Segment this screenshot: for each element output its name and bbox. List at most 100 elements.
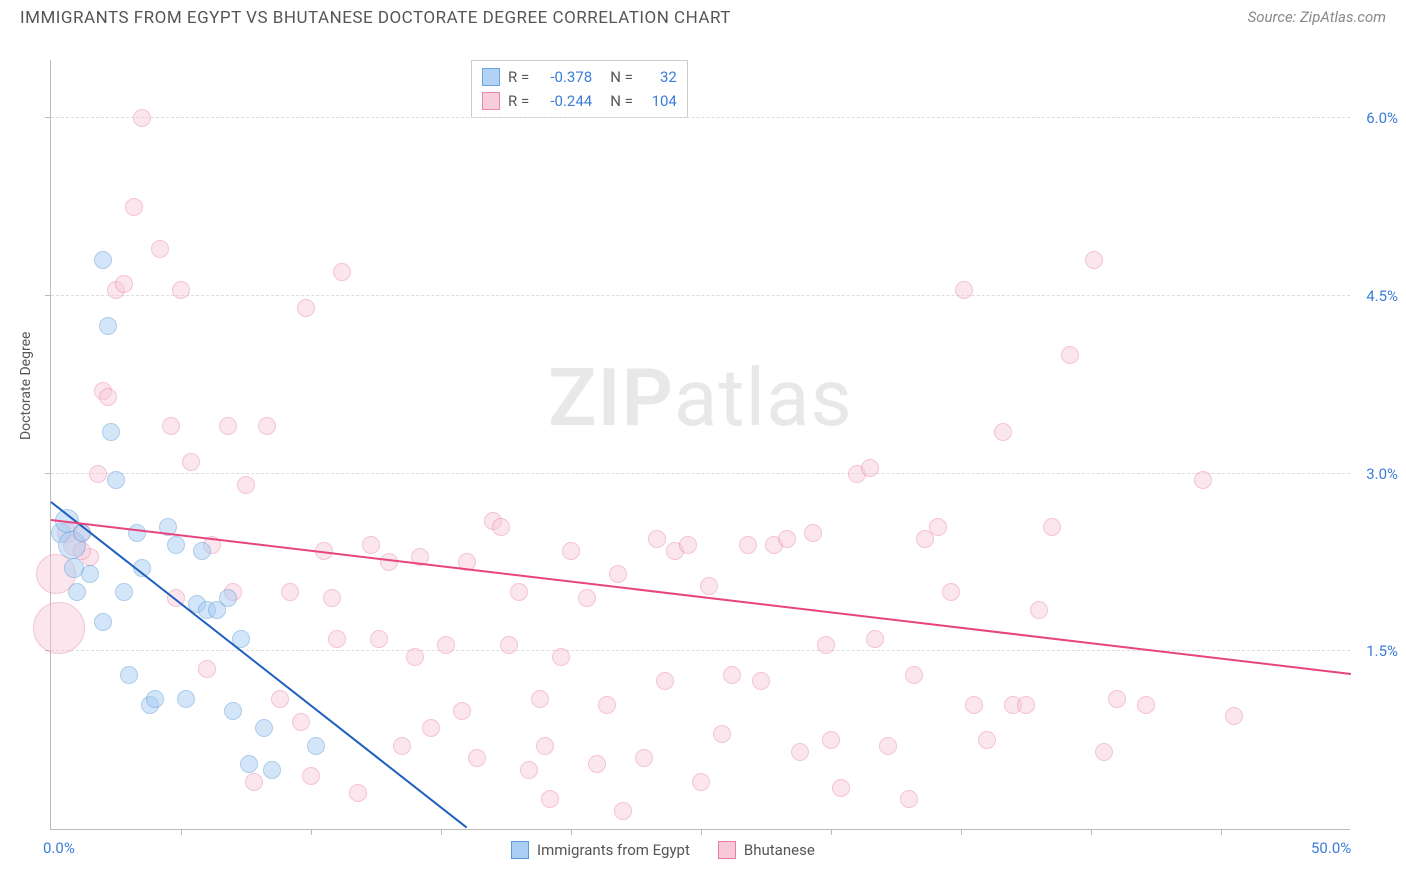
- scatter-point-bhutanese: [536, 737, 554, 755]
- scatter-point-bhutanese: [955, 281, 973, 299]
- legend-item-bhutanese: Bhutanese: [718, 841, 815, 859]
- scatter-point-bhutanese: [245, 773, 263, 791]
- scatter-point-egypt: [240, 755, 258, 773]
- scatter-point-bhutanese: [656, 672, 674, 690]
- chart-title: IMMIGRANTS FROM EGYPT VS BHUTANESE DOCTO…: [20, 8, 731, 28]
- scatter-point-bhutanese: [866, 630, 884, 648]
- scatter-point-egypt: [81, 565, 99, 583]
- scatter-point-egypt: [193, 542, 211, 560]
- scatter-point-bhutanese: [89, 465, 107, 483]
- scatter-point-bhutanese: [1194, 471, 1212, 489]
- scatter-point-bhutanese: [1030, 601, 1048, 619]
- scatter-plot-area: ZIPatlas R =-0.378N =32R =-0.244N =104 I…: [50, 60, 1350, 830]
- watermark: ZIPatlas: [548, 351, 853, 445]
- y-tick: [45, 473, 51, 474]
- scatter-point-bhutanese: [552, 648, 570, 666]
- x-tick: [571, 829, 572, 835]
- x-tick: [311, 829, 312, 835]
- scatter-point-bhutanese: [437, 636, 455, 654]
- scatter-point-bhutanese: [978, 731, 996, 749]
- scatter-point-egypt: [224, 702, 242, 720]
- scatter-point-egypt: [219, 589, 237, 607]
- scatter-point-bhutanese: [1137, 696, 1155, 714]
- scatter-point-bhutanese: [500, 636, 518, 654]
- legend-stats-row-egypt: R =-0.378N =32: [482, 65, 677, 89]
- legend-r-label: R =: [508, 68, 529, 86]
- scatter-point-bhutanese: [492, 518, 510, 536]
- x-tick: [831, 829, 832, 835]
- scatter-point-bhutanese: [817, 636, 835, 654]
- scatter-point-bhutanese: [182, 453, 200, 471]
- scatter-point-bhutanese: [468, 749, 486, 767]
- scatter-point-bhutanese: [370, 630, 388, 648]
- scatter-point-egypt: [102, 423, 120, 441]
- gridline: [51, 295, 1350, 296]
- scatter-point-bhutanese: [33, 602, 85, 654]
- scatter-point-bhutanese: [791, 743, 809, 761]
- scatter-point-egypt: [177, 690, 195, 708]
- scatter-point-egypt: [115, 583, 133, 601]
- scatter-point-bhutanese: [333, 263, 351, 281]
- y-tick-label: 4.5%: [1366, 287, 1398, 305]
- legend-r-value: -0.244: [537, 92, 592, 110]
- scatter-point-bhutanese: [271, 690, 289, 708]
- scatter-point-bhutanese: [198, 660, 216, 678]
- scatter-point-bhutanese: [700, 577, 718, 595]
- x-tick: [181, 829, 182, 835]
- scatter-point-bhutanese: [380, 553, 398, 571]
- scatter-point-bhutanese: [942, 583, 960, 601]
- y-tick-label: 3.0%: [1366, 465, 1398, 483]
- legend-n-label: N =: [610, 68, 633, 86]
- scatter-point-bhutanese: [323, 589, 341, 607]
- scatter-point-bhutanese: [614, 802, 632, 820]
- scatter-point-bhutanese: [905, 666, 923, 684]
- scatter-point-bhutanese: [752, 672, 770, 690]
- series-legend: Immigrants from Egypt Bhutanese: [511, 841, 815, 859]
- y-tick: [45, 117, 51, 118]
- scatter-point-egypt: [146, 690, 164, 708]
- legend-n-value: 32: [641, 68, 677, 86]
- legend-item-egypt: Immigrants from Egypt: [511, 841, 690, 859]
- gridline: [51, 117, 1350, 118]
- scatter-point-bhutanese: [804, 524, 822, 542]
- scatter-point-bhutanese: [1043, 518, 1061, 536]
- scatter-point-bhutanese: [861, 459, 879, 477]
- scatter-point-bhutanese: [297, 299, 315, 317]
- scatter-point-bhutanese: [692, 773, 710, 791]
- scatter-point-egypt: [255, 719, 273, 737]
- y-axis-label: Doctorate Degree: [18, 332, 34, 440]
- x-tick-label: 50.0%: [1311, 839, 1351, 857]
- scatter-point-bhutanese: [679, 536, 697, 554]
- legend-label-egypt: Immigrants from Egypt: [537, 841, 690, 859]
- scatter-point-bhutanese: [541, 790, 559, 808]
- scatter-point-bhutanese: [292, 713, 310, 731]
- x-tick-label: 0.0%: [43, 839, 75, 857]
- legend-stats-row-bhutanese: R =-0.244N =104: [482, 89, 677, 113]
- scatter-point-bhutanese: [393, 737, 411, 755]
- scatter-point-bhutanese: [1225, 707, 1243, 725]
- x-tick: [1091, 829, 1092, 835]
- source-attribution: Source: ZipAtlas.com: [1248, 8, 1386, 26]
- scatter-point-bhutanese: [635, 749, 653, 767]
- scatter-point-bhutanese: [723, 666, 741, 684]
- scatter-point-egypt: [107, 471, 125, 489]
- scatter-point-bhutanese: [822, 731, 840, 749]
- scatter-point-bhutanese: [237, 476, 255, 494]
- scatter-point-bhutanese: [1085, 251, 1103, 269]
- legend-swatch-bhutanese: [718, 841, 736, 859]
- scatter-point-bhutanese: [879, 737, 897, 755]
- scatter-point-bhutanese: [832, 779, 850, 797]
- scatter-point-egypt: [94, 251, 112, 269]
- gridline: [51, 473, 1350, 474]
- scatter-point-bhutanese: [302, 767, 320, 785]
- scatter-point-egypt: [128, 524, 146, 542]
- scatter-point-bhutanese: [1108, 690, 1126, 708]
- scatter-point-bhutanese: [994, 423, 1012, 441]
- y-tick: [45, 295, 51, 296]
- scatter-point-bhutanese: [99, 388, 117, 406]
- trend-line-bhutanese: [51, 519, 1351, 675]
- scatter-point-bhutanese: [598, 696, 616, 714]
- y-tick-label: 1.5%: [1366, 642, 1398, 660]
- scatter-point-bhutanese: [1095, 743, 1113, 761]
- scatter-point-bhutanese: [362, 536, 380, 554]
